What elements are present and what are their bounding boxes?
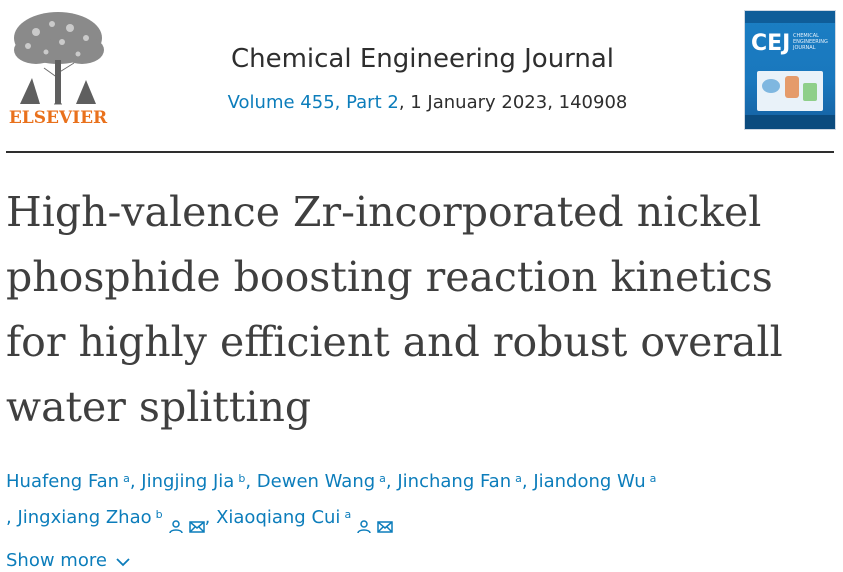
elsevier-wordmark: ELSEVIER [8,108,108,128]
affiliation-marker[interactable]: a [344,508,352,521]
volume-info: Volume 455, Part 2, 1 January 2023, 1409… [170,92,685,113]
journal-header: ELSEVIER Chemical Engineering Journal Vo… [0,0,843,152]
mail-icon[interactable] [188,511,205,533]
author-name: Huafeng Fan [6,471,120,492]
author-link[interactable]: Jiandong Wu a [533,471,656,492]
author-link[interactable]: Xiaoqiang Cui a [216,507,351,528]
cover-graphic-shape [762,79,780,93]
elsevier-tree-icon [6,8,110,106]
header-divider [6,151,834,153]
cover-graphic-shape [785,76,799,98]
affiliation-marker[interactable]: a [515,472,522,485]
chevron-down-icon [115,551,131,572]
cover-bottom-band [745,115,835,129]
author-name: Xiaoqiang Cui [216,507,341,528]
affiliation-marker[interactable]: a [379,472,386,485]
author-name: Jingxiang Zhao [17,507,152,528]
author-separator: , [521,471,534,492]
mail-icon[interactable] [377,511,393,533]
author-name: Dewen Wang [256,471,376,492]
affiliation-marker[interactable]: b [155,508,163,521]
affiliation-marker[interactable]: a [649,472,657,485]
author-link[interactable]: Dewen Wang a [257,471,386,492]
cover-abbrev: CEJ [751,31,791,56]
issue-date-number: , 1 January 2023, 140908 [398,92,628,113]
author-name: Jiandong Wu [533,471,646,492]
show-more-label: Show more [6,550,107,571]
cover-graphic-shape [803,83,817,101]
journal-title[interactable]: Chemical Engineering Journal [230,44,615,74]
article-title: High-valence Zr-incorporated nickel phos… [6,188,783,431]
author-name: Jinchang Fan [397,471,512,492]
volume-link[interactable]: Volume 455, Part 2 [227,92,399,113]
cover-subtitle: CHEMICAL ENGINEERING JOURNAL [793,33,828,51]
author-name: Jingjing Jia [141,471,235,492]
show-more-button[interactable]: Show more [6,550,131,572]
author-link[interactable]: Jingjing Jia b [141,471,245,492]
author-list: Huafeng Fan a, Jingjing Jia b, Dewen Wang a… [6,464,836,536]
author-link[interactable]: Huafeng Fan a [6,471,130,492]
author-separator: , [385,471,398,492]
author-separator: , [6,507,18,528]
journal-cover-image[interactable]: CEJ CHEMICAL ENGINEERING JOURNAL [745,11,835,129]
affiliation-marker[interactable]: a [123,472,130,485]
person-icon[interactable] [356,511,372,534]
author-separator: , [204,507,217,528]
author-separator: , [129,471,142,492]
affiliation-marker[interactable]: b [238,472,246,485]
person-icon[interactable] [168,511,184,534]
author-separator: , [245,471,257,492]
author-link[interactable]: Jingxiang Zhao b [17,507,162,528]
author-link[interactable]: Jinchang Fan a [397,471,522,492]
cover-graphic [757,71,823,111]
elsevier-logo[interactable]: ELSEVIER [6,8,110,130]
cover-top-band [745,11,835,23]
